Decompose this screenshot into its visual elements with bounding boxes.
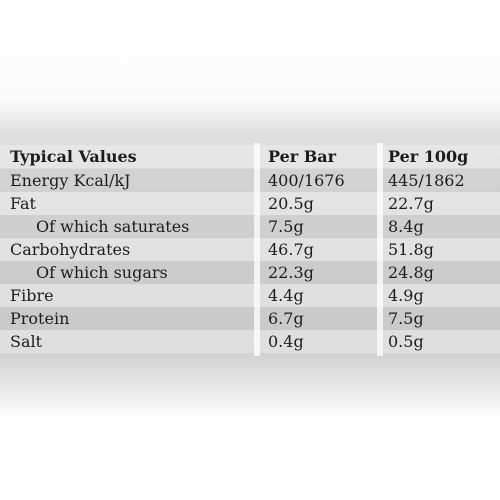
per-bar: 0.4g [268,332,304,351]
column-separator [377,143,383,356]
per-100g: 445/1862 [388,171,465,190]
table-row: Of which saturates 7.5g 8.4g [0,215,500,238]
table-row: Fibre 4.4g 4.9g [0,284,500,307]
nutrient: Protein [10,309,70,328]
header-cell: Per 100g [388,147,469,166]
nutrient: Salt [10,332,43,351]
header-cell: Typical Values [10,147,137,166]
nutrient: Of which saturates [36,217,190,236]
table-row: Protein 6.7g 7.5g [0,307,500,330]
table-row: Carbohydrates 46.7g 51.8g [0,238,500,261]
per-100g: 22.7g [388,194,434,213]
table-row: Energy Kcal/kJ 400/1676 445/1862 [0,169,500,192]
column-separator [254,143,260,356]
nutrient: Fibre [10,286,54,305]
per-bar: 6.7g [268,309,304,328]
nutrient: Energy Kcal/kJ [10,171,131,190]
table-row: Fat 20.5g 22.7g [0,192,500,215]
per-100g: 8.4g [388,217,424,236]
header-row: Typical Values Per Bar Per 100g [0,145,500,168]
nutrient: Of which sugars [36,263,168,282]
per-bar: 22.3g [268,263,314,282]
table-row: Salt 0.4g 0.5g [0,330,500,353]
per-bar: 7.5g [268,217,304,236]
nutrient: Carbohydrates [10,240,131,259]
table-row: Of which sugars 22.3g 24.8g [0,261,500,284]
per-bar: 4.4g [268,286,304,305]
per-100g: 0.5g [388,332,424,351]
header-cell: Per Bar [268,147,337,166]
nutrient: Fat [10,194,36,213]
per-100g: 51.8g [388,240,434,259]
per-bar: 400/1676 [268,171,345,190]
per-bar: 20.5g [268,194,314,213]
per-100g: 4.9g [388,286,424,305]
per-bar: 46.7g [268,240,314,259]
per-100g: 24.8g [388,263,434,282]
per-100g: 7.5g [388,309,424,328]
